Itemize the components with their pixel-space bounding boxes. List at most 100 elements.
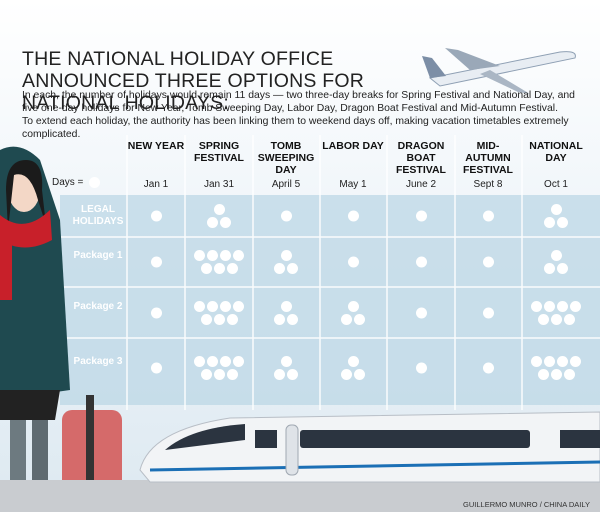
day-dots — [387, 210, 455, 222]
day-dot — [200, 263, 212, 274]
day-dot — [207, 217, 218, 228]
dot-row — [280, 250, 292, 261]
dot-row — [544, 217, 568, 228]
day-dot — [220, 301, 231, 312]
day-dots — [252, 356, 320, 380]
column-header: TOMB SWEEPING DAY — [257, 140, 315, 176]
dot-row — [537, 369, 575, 380]
dot-row — [550, 204, 562, 215]
dot-row — [280, 210, 292, 222]
day-dots — [387, 256, 455, 268]
day-dot — [280, 356, 292, 367]
dot-row — [200, 263, 238, 274]
day-dot — [482, 256, 494, 268]
day-dot — [150, 362, 162, 374]
day-dot — [557, 263, 568, 274]
dot-row — [150, 307, 162, 319]
day-dot — [415, 256, 427, 268]
day-dot — [347, 256, 359, 268]
day-dots — [122, 307, 190, 319]
day-dot — [287, 369, 298, 380]
day-dots — [319, 301, 387, 325]
day-dot — [274, 314, 285, 325]
dot-row — [531, 356, 581, 367]
dot-row — [347, 256, 359, 268]
dot-row — [544, 263, 568, 274]
day-dot — [482, 307, 494, 319]
day-dots — [185, 356, 253, 380]
day-dots — [454, 210, 522, 222]
dot-row — [482, 256, 494, 268]
day-dots — [252, 210, 320, 222]
column-header: DRAGON BOAT FESTIVAL — [396, 140, 446, 176]
day-dot — [207, 356, 218, 367]
legend-label: Days = — [52, 177, 84, 188]
intro-text: To extend each holiday, the authority ha… — [22, 116, 569, 140]
date: April 5 — [271, 179, 301, 190]
legend-dot — [89, 177, 100, 188]
day-dots — [387, 362, 455, 374]
day-dot — [347, 210, 359, 222]
dot-row — [415, 256, 427, 268]
dot-row — [280, 356, 292, 367]
day-dot — [570, 356, 581, 367]
column-header: NATIONAL DAY — [529, 140, 583, 164]
dot-row — [341, 314, 365, 325]
column-header: LABOR DAY — [322, 140, 384, 152]
day-dot — [274, 263, 285, 274]
day-dot — [550, 204, 562, 215]
column-header: NEW YEAR — [127, 140, 185, 152]
day-dot — [150, 256, 162, 268]
day-dot — [150, 210, 162, 222]
day-dots — [252, 301, 320, 325]
day-dot — [280, 301, 292, 312]
day-dots — [454, 256, 522, 268]
day-dot — [213, 263, 225, 274]
day-dot — [482, 362, 494, 374]
day-dots — [522, 204, 590, 228]
day-dot — [200, 369, 212, 380]
day-dot — [194, 250, 205, 261]
dot-row — [415, 210, 427, 222]
day-dot — [544, 301, 555, 312]
day-dot — [233, 301, 244, 312]
row-label: Package 2 — [73, 301, 123, 312]
day-dots — [319, 210, 387, 222]
day-dots — [122, 210, 190, 222]
day-dot — [194, 301, 205, 312]
day-dot — [544, 263, 555, 274]
day-dot — [213, 314, 225, 325]
dot-row — [150, 210, 162, 222]
dot-row — [347, 210, 359, 222]
day-dot — [557, 301, 568, 312]
dot-row — [347, 356, 359, 367]
dot-row — [347, 301, 359, 312]
day-dot — [557, 356, 568, 367]
day-dots — [185, 301, 253, 325]
day-dot — [233, 250, 244, 261]
dot-row — [415, 362, 427, 374]
dot-row — [531, 301, 581, 312]
day-dot — [354, 369, 365, 380]
day-dots — [252, 250, 320, 274]
date: May 1 — [339, 179, 367, 190]
row-label: LEGAL HOLIDAYS — [72, 204, 124, 227]
day-dot — [341, 314, 352, 325]
day-dot — [150, 307, 162, 319]
day-dot — [274, 369, 285, 380]
date: Jan 31 — [203, 179, 235, 190]
title: THE NATIONAL HOLIDAY OFFICE ANNOUNCED TH… — [22, 48, 364, 114]
dot-row — [200, 314, 238, 325]
day-dot — [200, 314, 212, 325]
dot-row — [482, 307, 494, 319]
dot-row — [550, 250, 562, 261]
day-dot — [226, 314, 238, 325]
day-dots — [319, 356, 387, 380]
date: Oct 1 — [544, 179, 568, 190]
date: Sept 8 — [473, 179, 503, 190]
day-dot — [194, 356, 205, 367]
day-dot — [280, 210, 292, 222]
day-dot — [341, 369, 352, 380]
dot-row — [194, 250, 244, 261]
